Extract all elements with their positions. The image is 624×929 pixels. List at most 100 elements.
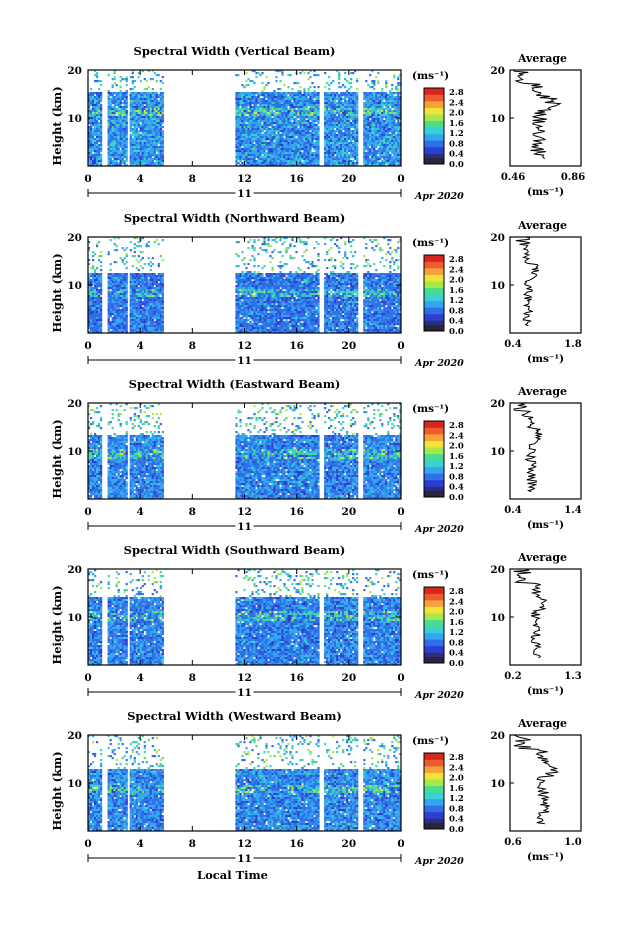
heatmap-cell — [161, 98, 164, 101]
heatmap-cell — [135, 311, 138, 314]
heatmap-cell — [251, 118, 254, 121]
heatmap-cell — [375, 150, 378, 153]
heatmap-cell — [121, 92, 124, 95]
heatmap-cell — [348, 104, 351, 107]
heatmap-cell — [98, 98, 101, 101]
heatmap-cell — [115, 128, 118, 131]
heatmap-cell — [100, 122, 103, 125]
heatmap-cell — [397, 142, 400, 145]
heatmap-cell — [387, 102, 390, 105]
heatmap-cell — [243, 108, 246, 111]
heatmap-cell — [326, 116, 329, 119]
heatmap-cell — [399, 158, 402, 161]
heatmap-cell — [123, 92, 126, 95]
heatmap-cell — [143, 96, 146, 99]
heatmap-cell — [338, 120, 341, 123]
heatmap-cell — [305, 154, 308, 157]
heatmap-cell — [397, 120, 400, 123]
heatmap-cell — [377, 108, 380, 111]
heatmap-cell — [289, 140, 292, 143]
heatmap-cell — [94, 118, 97, 121]
heatmap-cell — [111, 273, 114, 276]
heatmap-cell — [129, 88, 132, 91]
heatmap-cell — [111, 98, 114, 101]
heatmap-cell — [395, 154, 398, 157]
heatmap-cell — [243, 152, 246, 155]
heatmap-cell — [340, 108, 343, 111]
heatmap-cell — [371, 144, 374, 147]
heatmap-cell — [121, 148, 124, 151]
heatmap-cell — [385, 124, 388, 127]
heatmap-cell — [397, 162, 400, 165]
heatmap-cell — [330, 138, 333, 141]
heatmap-cell — [393, 74, 396, 77]
heatmap-cell — [340, 116, 343, 119]
heatmap-cell — [139, 80, 142, 83]
heatmap-cell — [111, 156, 114, 159]
heatmap-cell — [111, 301, 114, 304]
heatmap-cell — [299, 108, 302, 111]
heatmap-cell — [311, 132, 314, 135]
heatmap-cell — [305, 124, 308, 127]
heatmap-cell — [309, 154, 312, 157]
heatmap-cell — [113, 134, 116, 137]
heatmap-cell — [241, 152, 244, 155]
heatmap-cell — [139, 128, 142, 131]
heatmap-cell — [88, 106, 91, 109]
heatmap-cell — [261, 118, 264, 121]
heatmap-cell — [317, 98, 320, 101]
heatmap-cell — [334, 120, 337, 123]
heatmap-cell — [338, 82, 341, 85]
heatmap-cell — [113, 283, 116, 286]
heatmap-cell — [139, 154, 142, 157]
heatmap-cell — [293, 110, 296, 113]
heatmap-cell — [281, 158, 284, 161]
heatmap-cell — [369, 110, 372, 113]
heatmap-cell — [129, 142, 132, 145]
heatmap-cell — [303, 102, 306, 105]
heatmap-cell — [363, 108, 366, 111]
heatmap-cell — [121, 106, 124, 109]
heatmap-cell — [94, 279, 97, 282]
heatmap-cell — [155, 104, 158, 107]
heatmap-cell — [340, 126, 343, 129]
heatmap-cell — [397, 158, 400, 161]
heatmap-cell — [393, 96, 396, 99]
heatmap-cell — [338, 102, 341, 105]
heatmap-cell — [133, 305, 136, 308]
heatmap-cell — [279, 122, 282, 125]
heatmap-cell — [289, 160, 292, 163]
heatmap-cell — [94, 160, 97, 163]
heatmap-cell — [367, 130, 370, 133]
heatmap-cell — [98, 118, 101, 121]
heatmap-cell — [88, 158, 91, 161]
heatmap-cell — [287, 86, 290, 89]
heatmap-cell — [157, 152, 160, 155]
heatmap-cell — [113, 299, 116, 302]
heatmap-cell — [277, 98, 280, 101]
heatmap-cell — [307, 140, 310, 143]
heatmap-cell — [115, 273, 118, 276]
heatmap-cell — [389, 100, 392, 103]
heatmap-cell — [395, 134, 398, 137]
heatmap-cell — [141, 148, 144, 151]
heatmap-cell — [115, 108, 118, 111]
heatmap-cell — [94, 98, 97, 101]
heatmap-cell — [123, 122, 126, 125]
heatmap-cell — [123, 295, 126, 298]
heatmap-cell — [137, 164, 140, 167]
heatmap-cell — [241, 136, 244, 139]
heatmap-cell — [385, 92, 388, 95]
heatmap-cell — [109, 273, 112, 276]
heatmap-cell — [100, 156, 103, 159]
heatmap-cell — [315, 98, 318, 101]
heatmap-cell — [111, 150, 114, 153]
heatmap-cell — [371, 70, 374, 73]
heatmap-cell — [109, 295, 112, 298]
heatmap-cell — [94, 116, 97, 119]
heatmap-cell — [111, 289, 114, 292]
heatmap-cell — [245, 126, 248, 129]
colorbar-tick-label: 0.8 — [449, 139, 464, 149]
heatmap-cell — [161, 150, 164, 153]
heatmap-cell — [267, 114, 270, 117]
